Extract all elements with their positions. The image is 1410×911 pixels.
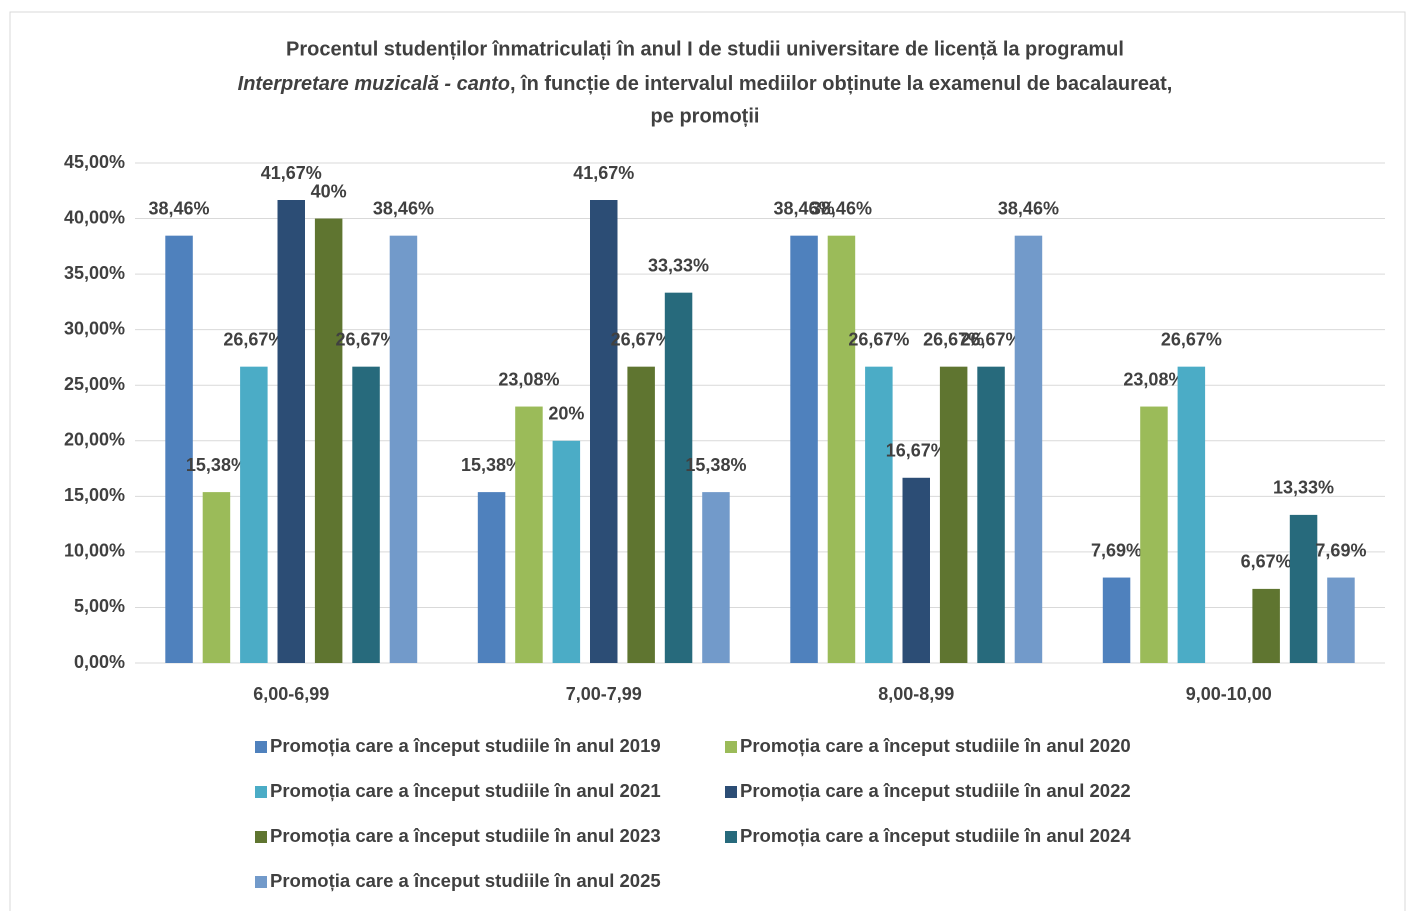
legend-label: Promoția care a început studiile în anul… <box>740 780 1131 801</box>
x-tick-label: 8,00-8,99 <box>878 684 954 704</box>
legend-swatch <box>255 741 267 753</box>
data-label: 33,33% <box>648 255 709 275</box>
data-label: 20% <box>548 404 584 424</box>
y-tick-label: 40,00% <box>64 207 125 227</box>
data-label: 26,67% <box>1161 329 1222 349</box>
data-label: 26,67% <box>923 329 984 349</box>
title-italic: Interpretare muzicală - canto <box>238 73 510 95</box>
bar <box>902 477 930 663</box>
data-label: 26,67% <box>848 329 909 349</box>
bar <box>1289 514 1318 663</box>
bar <box>202 492 231 663</box>
bar <box>1102 577 1131 663</box>
y-tick-label: 20,00% <box>64 430 125 450</box>
data-label: 26,67% <box>223 329 284 349</box>
legend-label: Promoția care a început studiile în anul… <box>740 735 1131 756</box>
title-line: pe promoții <box>651 105 760 127</box>
y-tick-label: 5,00% <box>74 596 125 616</box>
bar <box>1177 366 1206 663</box>
data-label: 7,69% <box>1091 540 1142 560</box>
bar <box>977 366 1005 663</box>
legend-label: Promoția care a început studiile în anul… <box>270 735 661 756</box>
bar <box>664 292 693 663</box>
y-tick-label: 15,00% <box>64 485 125 505</box>
bar <box>702 492 730 663</box>
bar <box>240 366 268 663</box>
bar <box>389 235 418 663</box>
data-label: 40% <box>311 181 347 201</box>
bar <box>277 200 305 663</box>
bar <box>790 235 818 663</box>
bar <box>1252 588 1280 663</box>
bar <box>590 200 618 663</box>
bar <box>515 406 543 663</box>
legend-swatch <box>255 831 267 843</box>
title-rest: , în funcție de intervalul mediilor obți… <box>510 73 1172 95</box>
bar <box>477 492 506 663</box>
bar <box>1140 406 1168 663</box>
x-tick-label: 9,00-10,00 <box>1186 684 1272 704</box>
bar <box>865 366 893 663</box>
data-label: 26,67% <box>961 329 1022 349</box>
bar <box>352 366 380 663</box>
data-label: 23,08% <box>1123 369 1184 389</box>
y-tick-label: 10,00% <box>64 541 125 561</box>
legend-label: Promoția care a început studiile în anul… <box>270 780 661 801</box>
bar <box>165 235 193 663</box>
bar <box>552 440 581 663</box>
data-label: 7,69% <box>1315 540 1366 560</box>
bar <box>627 366 655 663</box>
x-tick-label: 6,00-6,99 <box>253 684 329 704</box>
y-tick-label: 25,00% <box>64 374 125 394</box>
data-label: 38,46% <box>811 198 872 218</box>
legend-swatch <box>255 786 267 798</box>
data-label: 38,46% <box>774 198 835 218</box>
data-label: 13,33% <box>1273 478 1334 498</box>
data-label: 15,38% <box>685 455 746 475</box>
legend-swatch <box>255 876 267 888</box>
data-label: 15,38% <box>186 455 247 475</box>
data-label: 6,67% <box>1241 552 1292 572</box>
data-label: 23,08% <box>498 369 559 389</box>
legend-swatch <box>725 741 737 753</box>
data-label: 41,67% <box>261 163 322 183</box>
title-line: Interpretare muzicală - canto, în funcți… <box>238 73 1173 95</box>
legend-label: Promoția care a început studiile în anul… <box>740 825 1131 846</box>
bar <box>314 218 343 664</box>
bar <box>939 366 968 663</box>
data-label: 26,67% <box>611 329 672 349</box>
bar <box>1014 235 1043 663</box>
y-tick-label: 0,00% <box>74 652 125 672</box>
bar <box>1327 577 1355 663</box>
data-label: 41,67% <box>573 163 634 183</box>
x-tick-label: 7,00-7,99 <box>566 684 642 704</box>
data-label: 16,67% <box>886 441 947 461</box>
y-tick-label: 45,00% <box>64 152 125 172</box>
data-label: 26,67% <box>336 329 397 349</box>
title-line: Procentul studenților înmatriculați în a… <box>286 38 1124 60</box>
legend-label: Promoția care a început studiile în anul… <box>270 870 661 891</box>
legend-swatch <box>725 831 737 843</box>
legend-swatch <box>725 786 737 798</box>
bar <box>827 235 856 663</box>
data-label: 15,38% <box>461 455 522 475</box>
data-label: 38,46% <box>998 198 1059 218</box>
data-label: 38,46% <box>373 198 434 218</box>
legend-label: Promoția care a început studiile în anul… <box>270 825 661 846</box>
data-label: 38,46% <box>149 198 210 218</box>
y-tick-label: 35,00% <box>64 263 125 283</box>
y-tick-label: 30,00% <box>64 318 125 338</box>
